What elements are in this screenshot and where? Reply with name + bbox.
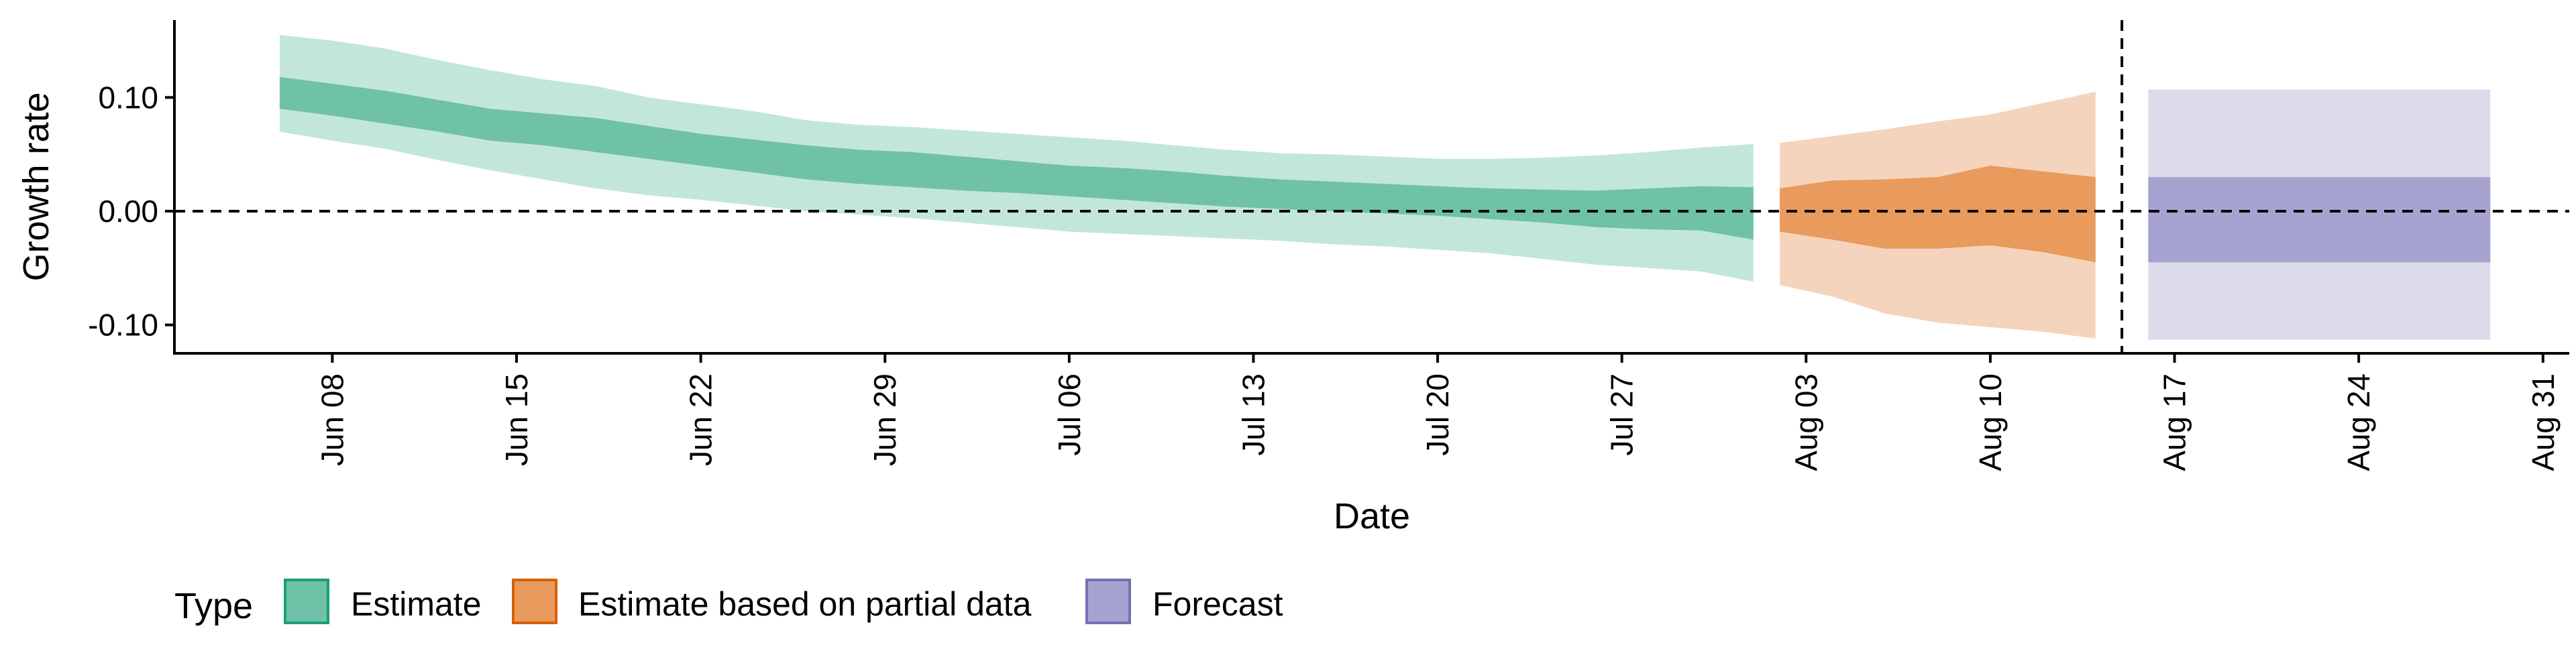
x-tick-label: Jul 20: [1420, 373, 1455, 456]
x-tick-label: Aug 31: [2526, 373, 2561, 471]
y-tick-label: 0.10: [98, 80, 158, 115]
y-axis-title: Growth rate: [16, 92, 56, 281]
x-tick-label: Jul 13: [1236, 373, 1271, 456]
estimate-outer-band: [279, 35, 1754, 282]
legend-label-forecast: Forecast: [1152, 585, 1283, 623]
axes: Growth rate Date 0.10 0.00 -0.10 Jun 08 Jun …: [16, 20, 2569, 536]
legend-label-estimate: Estimate: [351, 585, 482, 623]
x-tick-label: Aug 10: [1973, 373, 2008, 471]
x-tick-label: Jun 29: [867, 373, 902, 466]
x-tick-label: Jun 15: [499, 373, 534, 466]
estimate-inner-band: [279, 76, 1754, 240]
forecast-inner-band: [2148, 177, 2491, 263]
y-tick-label: -0.10: [88, 308, 158, 343]
legend-title: Type: [174, 586, 253, 626]
x-tick-label: Aug 17: [2157, 373, 2192, 471]
x-tick-label: Jul 06: [1052, 373, 1087, 456]
estimate-based-on-partial-data-inner-band: [1780, 166, 2096, 263]
y-tick-label: 0.00: [98, 194, 158, 229]
legend-key-estimate: [284, 579, 329, 624]
uncertainty-bands: [279, 35, 2491, 340]
x-tick-label: Jul 27: [1605, 373, 1640, 456]
x-tick-label: Aug 24: [2341, 373, 2376, 471]
legend-key-forecast: [1085, 579, 1131, 624]
legend: Type Estimate Estimate based on partial d…: [174, 579, 1283, 626]
legend-label-estimate-based-on-partial-data: Estimate based on partial data: [578, 585, 1032, 623]
x-axis-title: Date: [1334, 496, 1410, 536]
legend-key-estimate-based-on-partial-data: [512, 579, 557, 624]
x-tick-label: Jun 08: [315, 373, 350, 466]
reference-lines: [174, 20, 2569, 353]
x-tick-label: Jun 22: [684, 373, 718, 466]
x-tick-label: Aug 03: [1788, 373, 1823, 471]
